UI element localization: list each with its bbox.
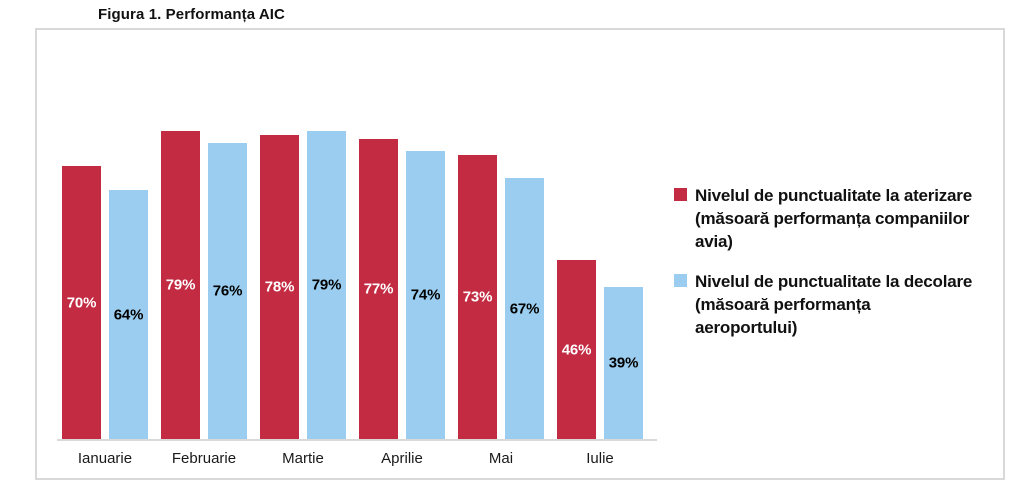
data-label: 67% <box>509 300 540 317</box>
data-label: 76% <box>212 282 243 300</box>
bar-group-februarie: 79% 76% <box>161 30 247 439</box>
bar-decolare-aprilie: 74% <box>406 151 445 439</box>
data-label: 46% <box>561 341 592 358</box>
legend: Nivelul de punctualitate la aterizare (mă… <box>674 184 1006 356</box>
bar-group-martie: 78% 79% <box>260 30 346 439</box>
bar-aterizare-aprilie: 77% <box>359 139 398 439</box>
x-axis-label-martie: Martie <box>282 450 324 467</box>
legend-swatch-icon <box>674 188 687 201</box>
plot-area: 70% 64% 79% 76% 78% 79% 77% 74% 73% 67% 46% 39% <box>57 30 657 439</box>
bar-aterizare-iulie: 46% <box>557 260 596 439</box>
data-label: 77% <box>363 280 394 298</box>
legend-label: Nivelul de punctualitate la decolare (măs… <box>695 272 973 337</box>
bar-decolare-mai: 67% <box>505 178 544 439</box>
bar-aterizare-mai: 73% <box>458 155 497 439</box>
x-axis-label-februarie: Februarie <box>171 450 237 467</box>
data-label: 74% <box>410 286 441 304</box>
bar-decolare-martie: 79% <box>307 131 346 439</box>
bar-aterizare-martie: 78% <box>260 135 299 439</box>
legend-swatch-icon <box>674 274 687 287</box>
legend-label: Nivelul de punctualitate la aterizare (mă… <box>695 186 972 251</box>
bar-decolare-iulie: 39% <box>604 287 643 439</box>
x-axis-labels: Ianuarie Februarie Martie Aprilie Mai Iulie <box>57 450 657 467</box>
bar-group-iulie: 46% 39% <box>557 30 643 439</box>
x-axis-label-aprilie: Aprilie <box>381 450 423 467</box>
bar-aterizare-februarie: 79% <box>161 131 200 439</box>
x-axis-label-mai: Mai <box>488 450 514 467</box>
bar-decolare-ianuarie: 64% <box>109 190 148 439</box>
legend-item-aterizare: Nivelul de punctualitate la aterizare (mă… <box>674 184 1006 253</box>
data-label: 79% <box>311 276 342 294</box>
figure-title: Figura 1. Performanța AIC <box>98 6 285 23</box>
bar-aterizare-ianuarie: 70% <box>62 166 101 439</box>
bar-decolare-februarie: 76% <box>208 143 247 439</box>
x-axis-label-ianuarie: Ianuarie <box>77 450 133 467</box>
data-label: 39% <box>608 354 639 372</box>
bar-group-mai: 73% 67% <box>458 30 544 439</box>
bar-group-aprilie: 77% 74% <box>359 30 445 439</box>
x-axis-label-iulie: Iulie <box>586 450 614 467</box>
chart-frame: 70% 64% 79% 76% 78% 79% 77% 74% 73% 67% 46% 39% Ian… <box>35 28 1005 480</box>
data-label: 70% <box>66 294 97 311</box>
data-label: 78% <box>264 278 295 296</box>
x-axis-line <box>57 439 657 441</box>
data-label: 73% <box>462 288 493 306</box>
data-label: 79% <box>165 276 196 294</box>
legend-item-decolare: Nivelul de punctualitate la decolare (măs… <box>674 270 1006 339</box>
data-label: 64% <box>113 306 144 323</box>
bar-group-ianuarie: 70% 64% <box>62 30 148 439</box>
